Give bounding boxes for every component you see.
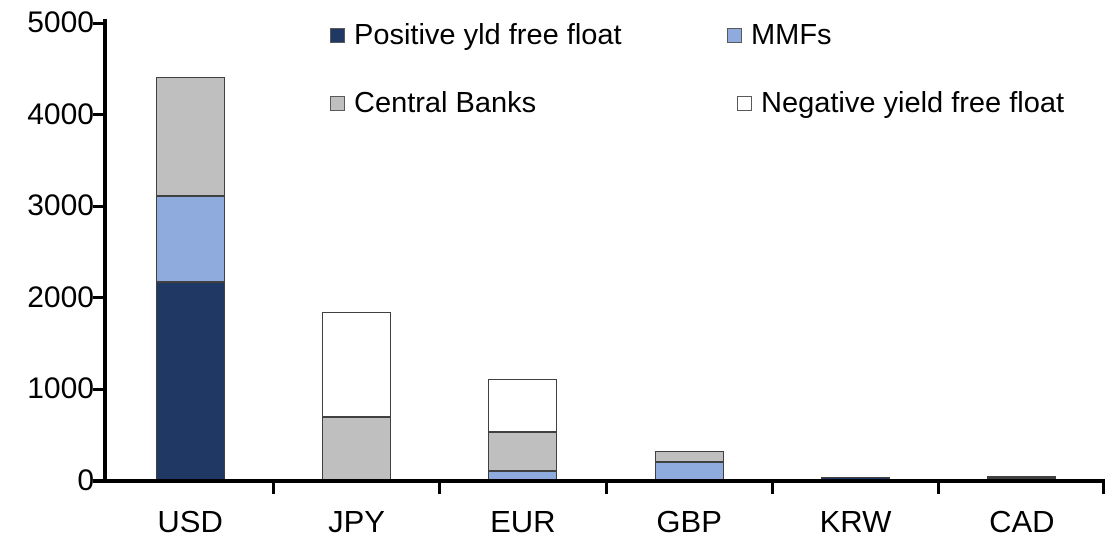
legend-item-positive-yld-free-float: Positive yld free float [330,19,622,51]
y-axis-tick [93,21,103,25]
legend-item-central-banks: Central Banks [330,87,536,119]
y-axis-tick [93,113,103,117]
bar-segment-usd-central-banks [155,77,225,197]
bar-segment-usd-mmfs [155,196,225,283]
x-category-label-eur: EUR [490,504,556,539]
x-axis-tick [770,483,774,494]
x-category-label-usd: USD [157,504,223,539]
y-tick-label: 1000 [27,372,94,406]
x-axis-tick [937,483,941,494]
x-axis-tick [604,483,608,494]
legend-swatch-positive-yld-free-float [330,27,345,43]
y-axis-tick [93,479,103,483]
x-axis-tick [1101,483,1105,494]
legend-item-mmfs: MMFs [727,19,832,51]
bar-segment-cad-central-banks [987,475,1057,479]
y-axis-tick [93,296,103,300]
bar-segment-eur-central-banks [488,431,558,471]
legend-label: Central Banks [354,86,537,119]
x-axis-tick [438,483,442,494]
legend-item-negative-yield-free-float: Negative yield free float [737,87,1064,119]
y-tick-label: 3000 [27,189,94,223]
x-category-label-cad: CAD [989,504,1055,539]
x-axis-line [93,479,1105,483]
x-category-label-jpy: JPY [328,504,385,539]
bar-segment-jpy-negative-yield-free-float [322,311,391,417]
legend-label: Positive yld free float [354,18,622,51]
y-axis-line [103,19,107,483]
y-tick-label: 5000 [27,6,94,39]
x-category-label-gbp: GBP [656,504,722,539]
y-tick-label: 0 [77,464,94,497]
legend-label: MMFs [751,18,832,51]
y-axis-tick [93,204,103,208]
bar-segment-gbp-central-banks [654,450,724,462]
bar-segment-eur-negative-yield-free-float [488,379,558,432]
y-axis-tick [93,387,103,391]
y-tick-label: 2000 [27,280,94,314]
y-tick-label: 4000 [27,97,94,131]
bar-segment-jpy-central-banks [322,416,391,481]
x-axis-tick [271,483,275,494]
x-category-label-krw: KRW [819,504,892,539]
legend-swatch-mmfs [727,27,742,43]
legend-swatch-negative-yield-free-float [737,95,752,111]
legend-label: Negative yield free float [761,86,1065,119]
legend-swatch-central-banks [330,95,345,111]
bar-segment-usd-positive-yld-free-float [155,282,225,481]
